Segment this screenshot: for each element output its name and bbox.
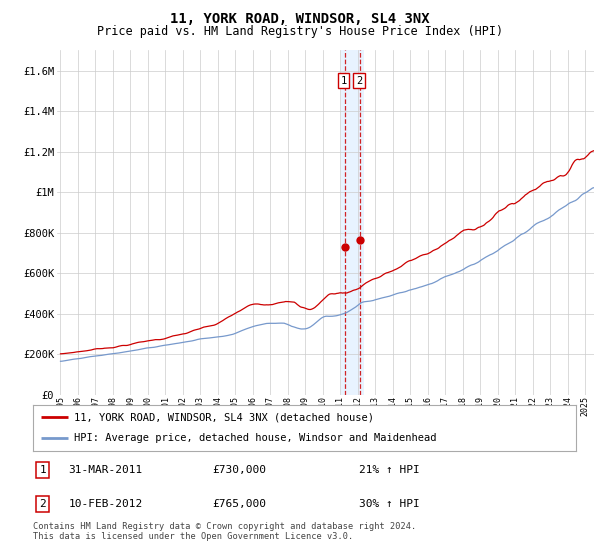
Text: 2: 2	[40, 499, 46, 509]
Text: £730,000: £730,000	[212, 465, 266, 475]
Bar	[341, 50, 364, 395]
Text: 11, YORK ROAD, WINDSOR, SL4 3NX: 11, YORK ROAD, WINDSOR, SL4 3NX	[170, 12, 430, 26]
Text: 1: 1	[40, 465, 46, 475]
Text: 21% ↑ HPI: 21% ↑ HPI	[359, 465, 419, 475]
Text: 1: 1	[341, 76, 347, 86]
Text: HPI: Average price, detached house, Windsor and Maidenhead: HPI: Average price, detached house, Wind…	[74, 433, 436, 444]
Text: Price paid vs. HM Land Registry's House Price Index (HPI): Price paid vs. HM Land Registry's House …	[97, 25, 503, 38]
Text: 31-MAR-2011: 31-MAR-2011	[68, 465, 143, 475]
Text: 30% ↑ HPI: 30% ↑ HPI	[359, 499, 419, 509]
Text: £765,000: £765,000	[212, 499, 266, 509]
Text: 11, YORK ROAD, WINDSOR, SL4 3NX (detached house): 11, YORK ROAD, WINDSOR, SL4 3NX (detache…	[74, 412, 374, 422]
Text: Contains HM Land Registry data © Crown copyright and database right 2024.
This d: Contains HM Land Registry data © Crown c…	[33, 522, 416, 542]
Text: 10-FEB-2012: 10-FEB-2012	[68, 499, 143, 509]
Text: 2: 2	[356, 76, 362, 86]
